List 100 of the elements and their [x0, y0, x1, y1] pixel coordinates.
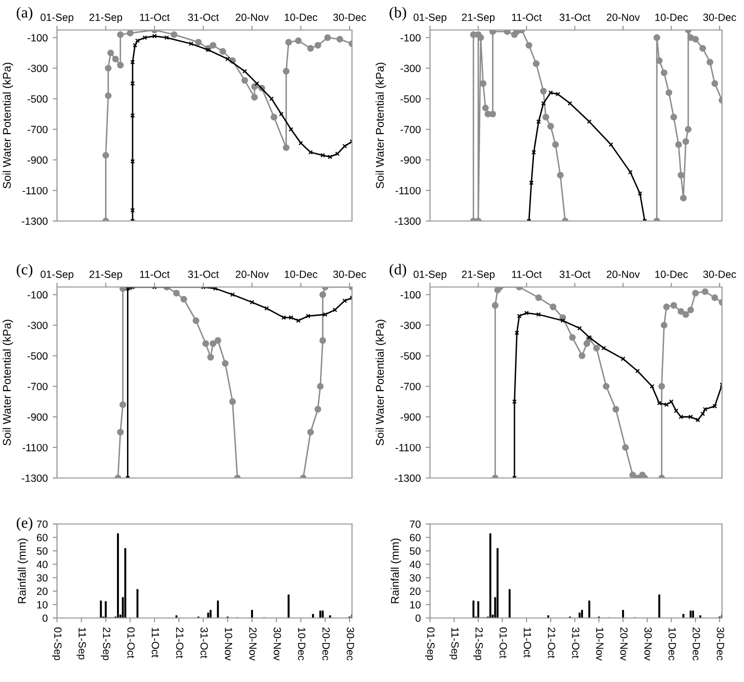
x-tick-label: 01-Sep — [414, 14, 446, 24]
y-tick-label: 70 — [36, 520, 48, 528]
x-tick-label: 11-Oct — [524, 628, 532, 658]
x-tick-label: 31-Oct — [188, 270, 219, 278]
y-tick-label: 40 — [36, 560, 48, 568]
y-tick-label: 20 — [36, 588, 48, 596]
y-tick-label: -1100 — [396, 186, 421, 194]
y-tick-label: -300 — [28, 64, 48, 72]
y-tick-label: -1100 — [396, 444, 421, 452]
y-tick-label: -300 — [400, 322, 421, 330]
y-tick-label: 0 — [42, 614, 48, 622]
x-tick-label: 01-Sep — [414, 270, 446, 280]
x-tick-label: 10-Dec — [284, 14, 318, 21]
y-tick-label: -1100 — [22, 186, 48, 194]
y-tick-label: -500 — [28, 352, 48, 360]
y-tick-label: 50 — [36, 547, 48, 555]
x-tick-label: 21-Sep — [89, 270, 122, 280]
y-tick-label: -1300 — [394, 218, 421, 225]
x-tick-label: 20-Nov — [236, 14, 269, 21]
y-tick-label: -100 — [400, 34, 421, 42]
y-axis-title: Rainfall (mm) — [18, 538, 28, 604]
y-tick-label: -1300 — [394, 474, 421, 482]
y-tick-label: 30 — [410, 574, 421, 582]
y-tick-label: -100 — [28, 34, 48, 42]
x-tick-label: 21-Sep — [89, 14, 122, 24]
chart-title: (c) — [16, 264, 32, 278]
x-tick-label: 20-Nov — [249, 628, 257, 661]
y-tick-label: -900 — [400, 156, 421, 164]
x-tick-label: 10-Nov — [596, 628, 604, 661]
x-tick-label: 01-Sep — [52, 627, 62, 660]
x-tick-label: 10-Dec — [284, 270, 318, 278]
y-tick-label: -1300 — [22, 218, 48, 225]
x-tick-label: 21-Sep — [100, 628, 110, 660]
y-tick-label: -300 — [400, 64, 421, 72]
y-tick-label: -700 — [28, 126, 48, 134]
x-tick-label: 21-Sep — [462, 14, 495, 24]
y-axis-title: Rainfall (mm) — [390, 538, 402, 604]
y-tick-label: -300 — [28, 322, 48, 330]
x-tick-label: 31-Oct — [200, 627, 208, 658]
x-tick-label: 21-Sep — [473, 628, 483, 660]
x-tick-label: 11-Oct — [140, 14, 170, 21]
x-tick-label: 31-Oct — [188, 14, 219, 21]
y-tick-label: -1100 — [22, 444, 48, 452]
chart-title: (d) — [390, 264, 406, 278]
x-tick-label: 30-Nov — [644, 627, 652, 661]
chart-title: (e) — [16, 517, 32, 531]
y-axis-title: Soil Water Potential (kPa) — [376, 320, 386, 446]
y-tick-label: 30 — [36, 574, 48, 582]
y-tick-label: 10 — [37, 601, 48, 608]
x-tick-label: 21-Oct — [176, 628, 184, 658]
x-tick-label: 20-Dec — [692, 628, 700, 660]
x-tick-label: 11-Oct — [512, 14, 542, 21]
x-tick-label: 10-Dec — [668, 628, 676, 660]
y-tick-label: -700 — [400, 126, 421, 134]
x-tick-label: 11-Oct — [512, 270, 542, 278]
y-tick-label: -500 — [400, 95, 421, 103]
y-tick-label: -500 — [400, 352, 421, 360]
x-tick-label: 21-Oct — [548, 628, 556, 658]
y-tick-label: -700 — [28, 382, 48, 390]
x-tick-label: 01-Oct — [127, 627, 135, 658]
x-tick-label: 01-Sep — [40, 270, 74, 280]
y-tick-label: -900 — [28, 413, 48, 421]
x-tick-label: 20-Dec — [322, 628, 330, 660]
y-tick-label: -900 — [28, 156, 48, 164]
x-tick-label: 20-Nov — [236, 270, 269, 278]
x-tick-label: 31-Oct — [560, 270, 590, 278]
x-tick-label: 10-Dec — [655, 14, 688, 21]
x-tick-label: 20-Nov — [606, 14, 640, 21]
y-tick-label: 60 — [36, 534, 48, 542]
x-tick-label: 01-Sep — [425, 627, 435, 660]
x-tick-label: 11-Sep — [76, 628, 86, 660]
y-tick-label: -700 — [400, 382, 421, 390]
x-tick-label: 30-Dec — [346, 627, 354, 660]
y-axis-title: Soil Water Potential (kPa) — [2, 62, 13, 188]
x-tick-label: 31-Oct — [572, 627, 580, 658]
x-tick-label: 10-Dec — [298, 628, 306, 660]
x-tick-label: 30-Nov — [274, 627, 281, 661]
x-tick-label: 01-Sep — [40, 14, 74, 24]
x-tick-label: 10-Dec — [655, 270, 688, 278]
x-tick-label: 01-Oct — [500, 627, 507, 658]
x-tick-label: 20-Nov — [606, 270, 640, 278]
chart-title: (b) — [390, 6, 406, 21]
chart-title: (a) — [16, 6, 32, 21]
y-tick-label: 10 — [410, 601, 421, 608]
x-tick-label: 30-Dec — [333, 14, 366, 21]
y-axis-title: Soil Water Potential (kPa) — [2, 320, 13, 446]
x-tick-label: 20-Nov — [620, 628, 628, 661]
y-axis-title: Soil Water Potential (kPa) — [376, 62, 386, 188]
y-tick-label: -900 — [400, 413, 421, 421]
x-tick-label: 10-Nov — [224, 628, 232, 661]
x-tick-label: 30-Dec — [703, 270, 736, 278]
y-tick-label: -500 — [28, 95, 48, 103]
y-tick-label: 60 — [410, 534, 421, 542]
x-tick-label: 21-Sep — [462, 270, 495, 280]
x-tick-label: 30-Dec — [333, 270, 366, 278]
y-tick-label: 50 — [410, 547, 421, 555]
x-tick-label: 30-Dec — [716, 627, 724, 660]
y-tick-label: -1300 — [22, 474, 48, 482]
x-tick-label: 11-Oct — [140, 270, 170, 278]
x-tick-label: 11-Sep — [449, 628, 459, 660]
